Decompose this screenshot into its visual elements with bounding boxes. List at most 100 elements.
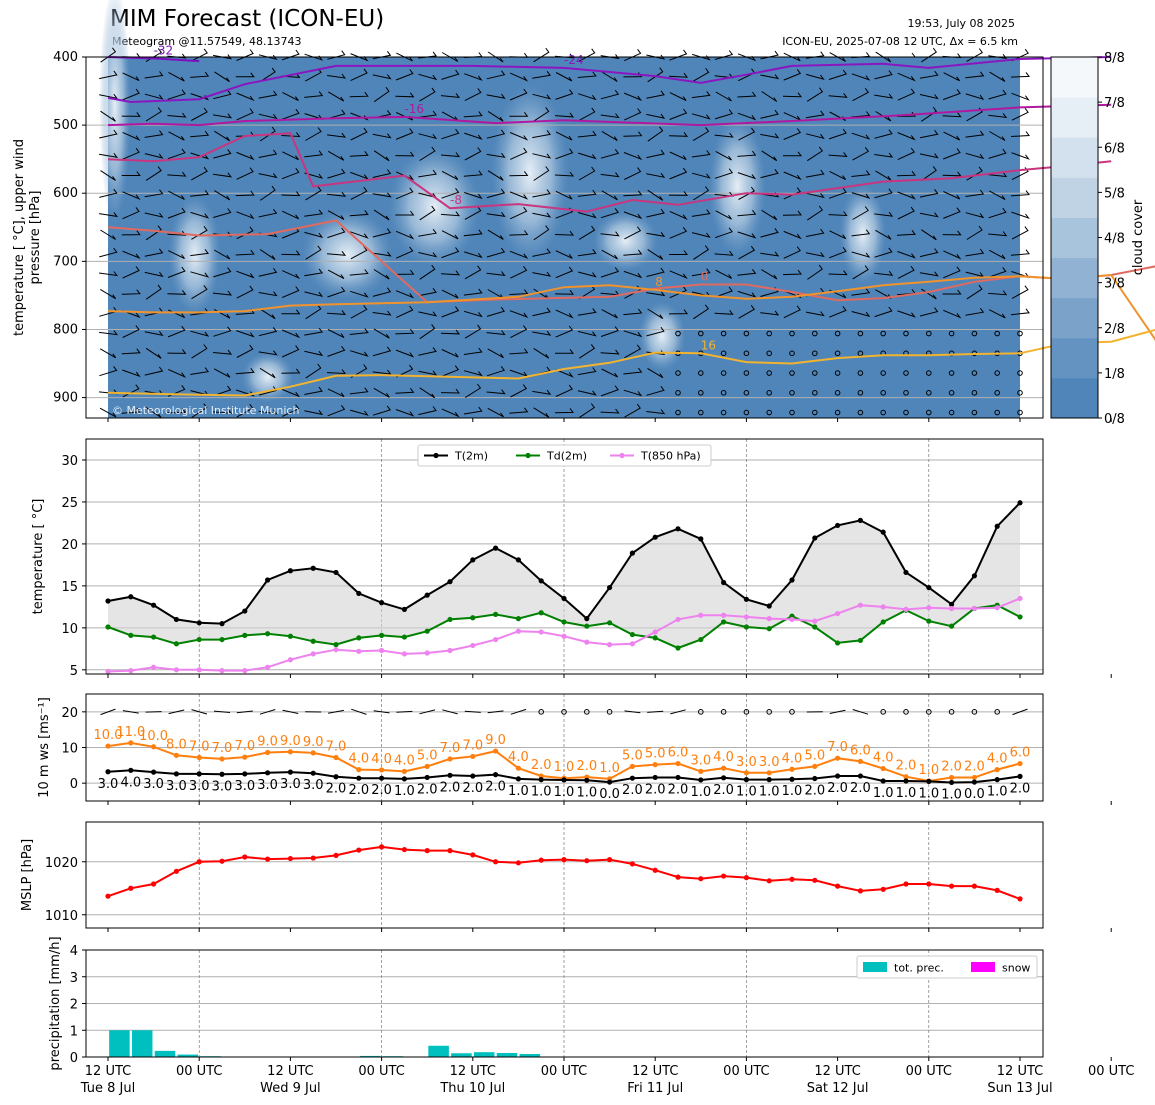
temperature-series-1-point <box>607 620 613 626</box>
wind-barb <box>897 191 916 200</box>
precip-legend-label-1: snow <box>1002 962 1030 975</box>
wind-barb <box>965 93 985 101</box>
colorbar-tick-label: 1/8 <box>1104 367 1125 382</box>
wind-barb <box>966 284 983 300</box>
wind-barb <box>646 409 666 415</box>
wind-barb <box>988 172 1008 178</box>
wind-barb <box>281 388 301 398</box>
calm-wind-circle <box>880 409 887 416</box>
wind-series-1-point <box>1017 773 1023 779</box>
wind-series-1-point <box>698 777 704 783</box>
wind-barb <box>851 73 871 81</box>
wind-barb <box>122 131 141 141</box>
wind-barb <box>190 271 210 278</box>
wind-barb <box>121 230 141 236</box>
wind-barb <box>805 110 825 119</box>
calm-wind-circle <box>971 709 978 715</box>
wind-barb <box>509 132 529 141</box>
mslp-series-point <box>424 848 430 854</box>
wind-barb <box>305 186 322 201</box>
wind-barb <box>669 108 688 120</box>
wind-barb <box>236 403 254 418</box>
wind-barb <box>190 48 208 62</box>
wind-series-1-point <box>265 770 271 776</box>
wind-barb <box>167 148 186 160</box>
wind-series-0-point <box>1017 760 1023 767</box>
wind-barb <box>532 189 551 198</box>
mslp-series-point <box>333 852 339 858</box>
wind-barb <box>897 88 915 101</box>
calm-wind-circle <box>743 389 750 396</box>
mslp-series-point <box>971 883 978 889</box>
wind-barb <box>554 230 575 236</box>
wind-barb <box>646 232 666 238</box>
temperature-series-2-point <box>265 664 271 670</box>
cloud-patch-1 <box>168 194 221 315</box>
wind-barb <box>600 208 620 219</box>
wind-barb <box>942 89 961 101</box>
wind-data-label: 2.0 <box>713 783 734 798</box>
temperature-series-1-point <box>926 618 932 624</box>
wind-barb <box>509 348 529 355</box>
wind-series-1-point <box>607 779 613 785</box>
wind-barb <box>395 290 415 299</box>
temperature-series-1-point <box>812 624 818 630</box>
wind-barb <box>281 191 301 197</box>
wind-barb <box>145 347 162 359</box>
mslp-frame <box>85 821 1044 929</box>
wind-barb <box>897 147 915 161</box>
wind-data-label: 2.0 <box>371 783 392 798</box>
wind-barb <box>601 368 618 378</box>
temperature-series-0-point <box>561 595 567 602</box>
wind-barb <box>281 368 301 374</box>
wind-barb <box>463 347 483 355</box>
wind-barb <box>532 248 551 257</box>
temperature-series-1-point <box>196 636 202 643</box>
temperature-series-1-point <box>857 637 864 644</box>
calm-wind-circle <box>994 409 1001 416</box>
calm-wind-circle <box>743 409 750 416</box>
temperature-series-1-point <box>151 634 157 640</box>
wind-barb <box>600 267 620 278</box>
wind-series-0-point <box>538 773 544 779</box>
temperature-series-1-point <box>743 624 750 630</box>
wind-data-label: 3.0 <box>212 779 233 794</box>
temperature-series-0-point <box>287 568 293 574</box>
wind-barb <box>509 206 528 220</box>
wind-barb <box>533 347 550 359</box>
calm-wind-circle <box>720 389 727 396</box>
calm-wind-circle <box>903 330 909 337</box>
wind-barb <box>623 367 643 375</box>
wind-data-label: 8.0 <box>166 737 187 752</box>
calm-wind-circle <box>857 330 864 337</box>
temperature-series-1-point <box>949 623 955 629</box>
wind-barb <box>509 250 529 259</box>
wind-barb <box>304 386 323 395</box>
wind-data-label: 5.0 <box>622 748 643 763</box>
precip-bar <box>473 1052 495 1057</box>
temperature-series-0-point <box>105 598 111 604</box>
wind-barb <box>578 93 597 101</box>
wind-barb <box>122 250 141 260</box>
wind-barb <box>897 72 916 82</box>
wind-barb <box>100 708 116 716</box>
temperature-series-1-point <box>493 611 499 618</box>
wind-barb <box>623 270 643 279</box>
wind-barb <box>943 191 961 200</box>
temperature-series-1-point <box>675 645 681 651</box>
wind-data-label: 2.0 <box>964 759 985 774</box>
wind-data-label: 3.0 <box>736 755 757 770</box>
wind-barb <box>145 225 162 241</box>
wind-barb <box>851 288 871 296</box>
wind-barb <box>418 252 438 258</box>
wind-barb <box>327 132 347 138</box>
wind-data-label: 4.0 <box>348 752 369 767</box>
wind-barb <box>943 207 961 219</box>
temperature-series-2-point <box>721 612 727 618</box>
wind-barb <box>418 110 438 118</box>
wind-barb <box>487 348 504 359</box>
wind-barb <box>714 132 734 138</box>
wind-series-1-point <box>128 767 134 773</box>
wind-barb <box>1010 308 1030 316</box>
temperature-series-2-point <box>789 616 795 623</box>
